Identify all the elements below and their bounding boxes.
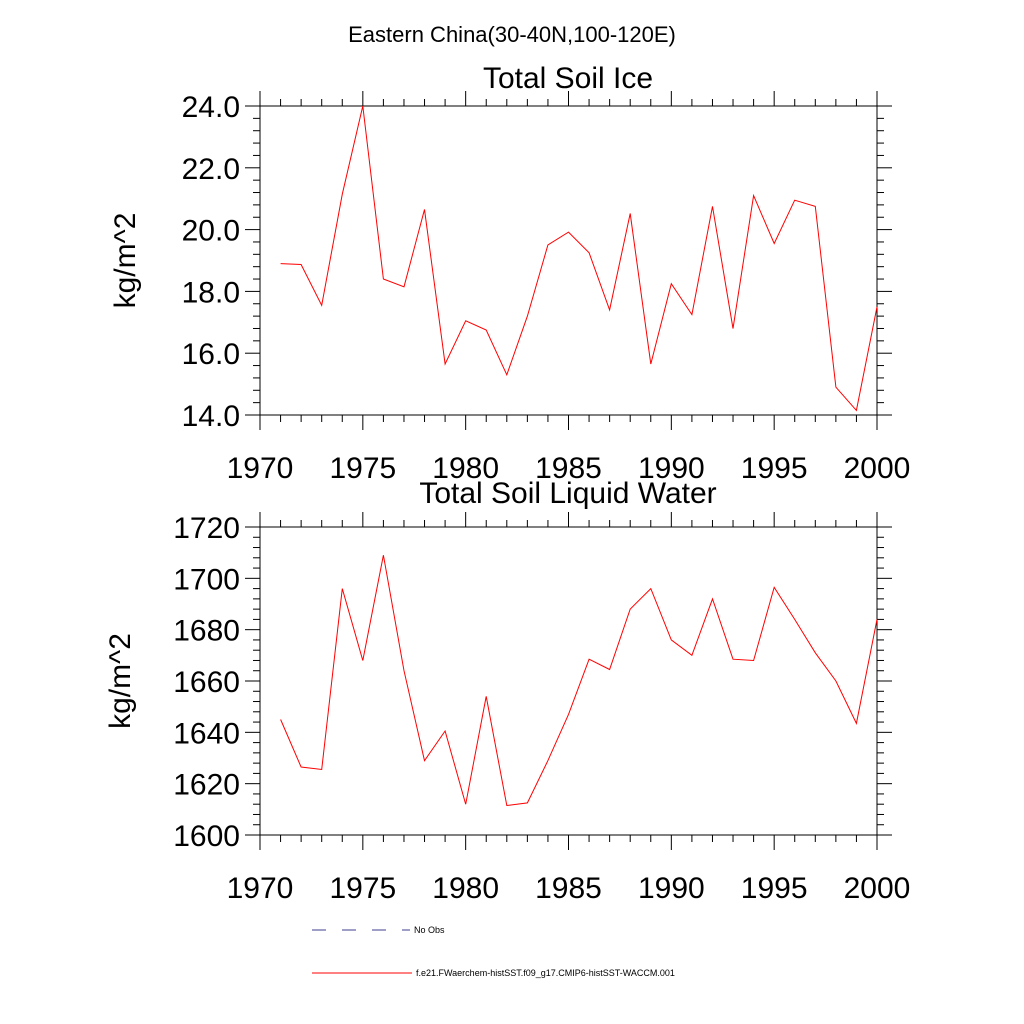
soil-liquid-water-ytick-label: 1720 xyxy=(173,512,240,545)
soil-ice-xtick-label: 1995 xyxy=(741,452,808,485)
soil-ice-panel: Total Soil Ice kg/m^2 1970 1975 1980 1985 1990… xyxy=(109,62,910,485)
soil-ice-ytick-label: 22.0 xyxy=(182,153,240,186)
soil-ice-ytick-label: 18.0 xyxy=(182,276,240,309)
soil-liquid-water-ytick-label: 1660 xyxy=(173,666,240,699)
soil-ice-ytick-label: 14.0 xyxy=(182,400,240,433)
soil-ice-xtick-label: 1990 xyxy=(638,452,705,485)
soil-ice-xtick-label: 1975 xyxy=(329,452,396,485)
soil-liquid-water-ytick-label: 1640 xyxy=(173,717,240,750)
soil-ice-ytick-label: 16.0 xyxy=(182,338,240,371)
soil-liquid-water-xtick-label: 1980 xyxy=(432,872,499,905)
soil-liquid-water-ytick-label: 1700 xyxy=(173,563,240,596)
soil-ice-ytick-label: 24.0 xyxy=(182,91,240,124)
soil-liquid-water-xtick-label: 1985 xyxy=(535,872,602,905)
soil-liquid-water-ytick-label: 1600 xyxy=(173,820,240,853)
soil-ice-xtick-label: 1985 xyxy=(535,452,602,485)
soil-ice-plot-frame xyxy=(259,105,878,416)
soil-ice-xtick-label: 2000 xyxy=(844,452,911,485)
soil-liquid-water-xtick-label: 1975 xyxy=(329,872,396,905)
soil-liquid-water-series-line xyxy=(280,555,878,807)
soil-liquid-water-panel: Total Soil Liquid Water kg/m^2 1970 1975 198… xyxy=(104,477,910,905)
legend: No Obs f.e21.FWaerchem-histSST.f09_g17.C… xyxy=(312,925,675,978)
soil-liquid-water-ytick-label: 1620 xyxy=(173,769,240,802)
soil-ice-xtick-label: 1970 xyxy=(227,452,294,485)
soil-ice-title: Total Soil Ice xyxy=(483,62,653,95)
legend-label-no-obs: No Obs xyxy=(414,925,445,935)
soil-liquid-water-ylabel: kg/m^2 xyxy=(104,633,137,729)
legend-label-model: f.e21.FWaerchem-histSST.f09_g17.CMIP6-hi… xyxy=(416,968,675,978)
soil-liquid-water-ytick-label: 1680 xyxy=(173,615,240,648)
soil-ice-ytick-label: 20.0 xyxy=(182,215,240,248)
soil-liquid-water-xtick-label: 2000 xyxy=(844,872,911,905)
soil-liquid-water-title: Total Soil Liquid Water xyxy=(419,477,716,510)
soil-ice-xtick-label: 1980 xyxy=(432,452,499,485)
soil-liquid-water-plot-frame xyxy=(259,526,878,836)
figure-title: Eastern China(30-40N,100-120E) xyxy=(348,22,676,47)
soil-liquid-water-xtick-label: 1995 xyxy=(741,872,808,905)
soil-liquid-water-xtick-label: 1990 xyxy=(638,872,705,905)
soil-ice-ylabel: kg/m^2 xyxy=(109,213,142,309)
soil-liquid-water-xtick-label: 1970 xyxy=(227,872,294,905)
soil-ice-series-line xyxy=(280,105,878,412)
